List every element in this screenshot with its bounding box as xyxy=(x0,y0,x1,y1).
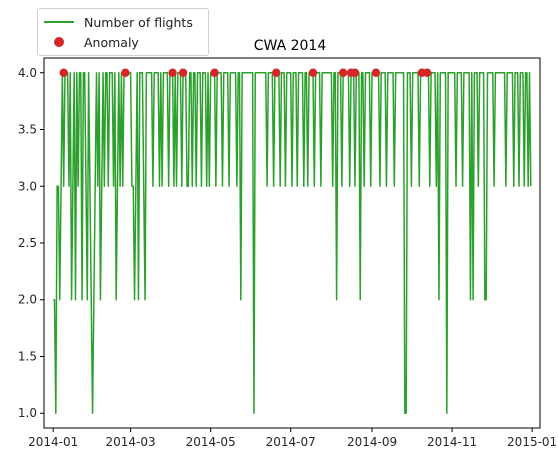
anomaly-point xyxy=(272,69,280,77)
series-line-flights xyxy=(53,73,531,414)
x-tick-label: 2014-01 xyxy=(28,435,78,449)
x-tick-label: 2014-07 xyxy=(266,435,316,449)
x-tick-label: 2014-03 xyxy=(106,435,156,449)
y-tick-label: 3.0 xyxy=(18,179,37,193)
anomaly-point xyxy=(59,69,67,77)
anomaly-point xyxy=(372,69,380,77)
legend-label-flights: Number of flights xyxy=(84,15,193,30)
legend-line-swatch xyxy=(42,12,78,32)
x-tick-label: 2014-05 xyxy=(186,435,236,449)
anomaly-point xyxy=(423,69,431,77)
x-tick-label: 2015-01 xyxy=(507,435,557,449)
y-tick-label: 2.5 xyxy=(18,236,37,250)
legend-dot-swatch xyxy=(42,32,78,52)
legend: Number of flights Anomaly xyxy=(37,8,209,56)
anomaly-point xyxy=(339,69,347,77)
chart-title: CWA 2014 xyxy=(254,38,327,54)
anomaly-point xyxy=(351,69,359,77)
anomaly-point xyxy=(179,69,187,77)
x-tick-label: 2014-09 xyxy=(347,435,397,449)
y-tick-label: 4.0 xyxy=(18,66,37,80)
anomaly-point xyxy=(210,69,218,77)
anomaly-point xyxy=(309,69,317,77)
y-tick-label: 1.5 xyxy=(18,349,37,363)
legend-label-anomaly: Anomaly xyxy=(84,35,139,50)
x-tick-label: 2014-11 xyxy=(427,435,477,449)
legend-entry-anomaly: Anomaly xyxy=(38,32,139,52)
anomaly-point xyxy=(121,69,129,77)
plot-area xyxy=(53,69,531,414)
y-tick-label: 2.0 xyxy=(18,293,37,307)
anomaly-point xyxy=(168,69,176,77)
y-tick-label: 1.0 xyxy=(18,406,37,420)
y-tick-label: 3.5 xyxy=(18,123,37,137)
legend-entry-flights: Number of flights xyxy=(38,12,193,32)
